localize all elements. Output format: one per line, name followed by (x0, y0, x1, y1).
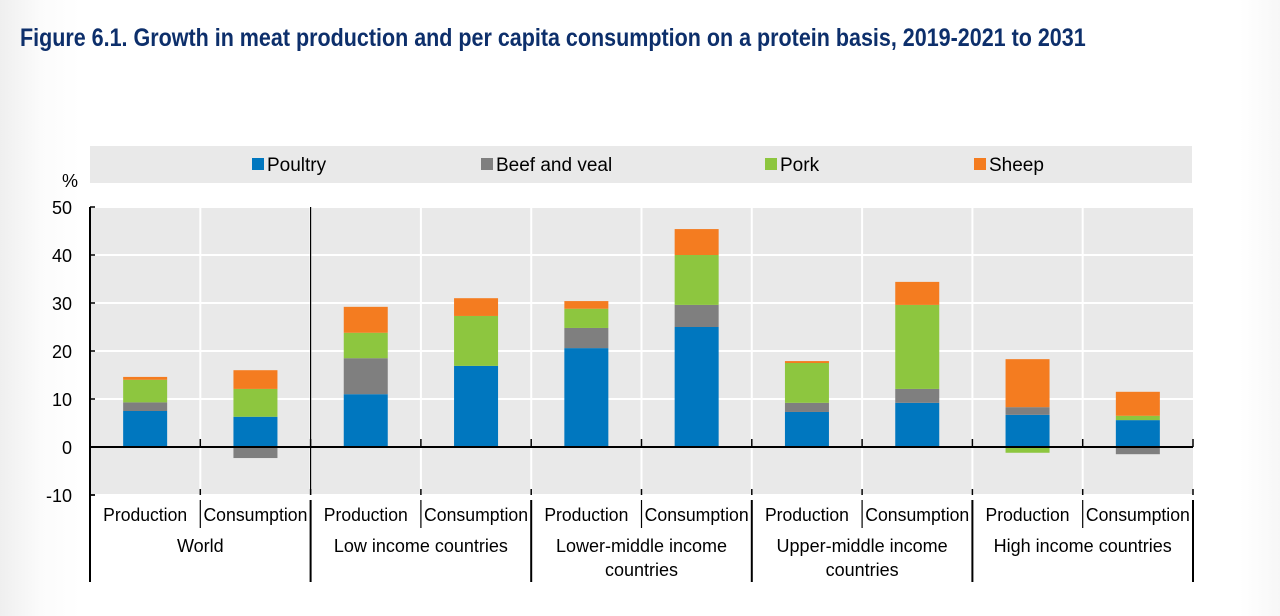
bar-segment-beef-and-veal (343, 358, 388, 395)
x-category-label: Production (544, 505, 628, 525)
bar-segment-poultry (895, 402, 940, 447)
bar-segment-beef-and-veal (784, 402, 829, 412)
x-category-label: Consumption (1086, 505, 1190, 525)
x-category-label: Production (103, 505, 187, 525)
axes (89, 206, 1194, 582)
bar-segment-poultry (123, 411, 168, 447)
bar-segment-poultry (674, 327, 719, 447)
figure-title: Figure 6.1. Growth in meat production an… (20, 24, 1086, 52)
bar-segment-sheep (343, 306, 388, 333)
group-label: Lower-middle income (556, 536, 727, 556)
legend-label: Poultry (267, 155, 327, 176)
y-axis-unit-label: % (62, 171, 78, 191)
bar-segment-beef-and-veal (1005, 407, 1050, 415)
legend-swatch (252, 158, 264, 170)
bar-segment-pork (233, 388, 278, 417)
group-label: Low income countries (334, 536, 508, 556)
x-category-label: Consumption (645, 505, 749, 525)
bars (123, 229, 1160, 459)
x-category-label: Consumption (424, 505, 528, 525)
group-label: World (177, 536, 224, 556)
bar-segment-sheep (454, 298, 499, 316)
bar-segment-beef-and-veal (1115, 447, 1160, 455)
legend-swatch (974, 158, 986, 170)
bar-segment-sheep (123, 376, 168, 380)
y-tick-labels: 50 40 30 20 10 0 -10 (46, 198, 72, 506)
legend-background (90, 146, 1192, 183)
legend-item-sheep: Sheep (974, 155, 1044, 176)
legend-label: Pork (780, 155, 820, 176)
legend-item-poultry: Poultry (252, 155, 327, 176)
legend-item-beef-and-veal: Beef and veal (481, 155, 612, 176)
y-tick-label: 50 (52, 198, 72, 218)
group-label: countries (605, 560, 678, 580)
legend-swatch (765, 158, 777, 170)
bar-segment-pork (123, 379, 168, 403)
bar-segment-sheep (564, 301, 609, 309)
bar-segment-sheep (784, 361, 829, 363)
y-tick-label: 20 (52, 342, 72, 362)
x-category-label: Consumption (203, 505, 307, 525)
bar-segment-pork (784, 363, 829, 403)
bar-segment-pork (674, 255, 719, 305)
bar-segment-poultry (564, 348, 609, 447)
bar-segment-pork (1115, 415, 1160, 421)
bar-segment-pork (895, 304, 940, 389)
legend-label: Beef and veal (496, 155, 612, 176)
y-tick-label: 10 (52, 390, 72, 410)
x-category-label: Production (324, 505, 408, 525)
x-category-label: Production (765, 505, 849, 525)
bar-segment-sheep (1005, 359, 1050, 408)
bar-segment-poultry (233, 416, 278, 447)
bar-segment-poultry (343, 394, 388, 447)
bar-segment-poultry (454, 365, 499, 447)
bar-segment-beef-and-veal (674, 304, 719, 327)
legend-item-pork: Pork (765, 155, 820, 176)
bar-segment-poultry (1005, 414, 1050, 447)
bar-segment-pork (1005, 447, 1050, 453)
bar-segment-sheep (895, 281, 940, 305)
bar-segment-poultry (1115, 420, 1160, 447)
group-label: countries (826, 560, 899, 580)
bar-segment-beef-and-veal (564, 327, 609, 349)
bar-segment-beef-and-veal (123, 402, 168, 411)
bar-segment-pork (454, 315, 499, 366)
bar-segment-beef-and-veal (233, 447, 278, 459)
x-category-label: Production (986, 505, 1070, 525)
y-tick-label: 0 (62, 438, 72, 458)
group-label: Upper-middle income (777, 536, 948, 556)
y-tick-label: 40 (52, 246, 72, 266)
legend-label: Sheep (989, 155, 1044, 176)
bar-segment-pork (564, 308, 609, 328)
legend-swatch (481, 158, 493, 170)
bar-segment-pork (343, 332, 388, 359)
bar-segment-sheep (674, 229, 719, 255)
bar-segment-sheep (1115, 391, 1160, 416)
x-category-labels: Production Consumption Production Consumpti… (103, 505, 1190, 580)
x-category-label: Consumption (865, 505, 969, 525)
y-tick-label: -10 (46, 486, 72, 506)
bar-segment-sheep (233, 370, 278, 389)
bar-segment-poultry (784, 411, 829, 447)
y-tick-label: 30 (52, 294, 72, 314)
legend: Poultry Beef and veal Pork Sheep (252, 155, 1044, 176)
group-label: High income countries (994, 536, 1172, 556)
bar-segment-beef-and-veal (895, 388, 940, 403)
